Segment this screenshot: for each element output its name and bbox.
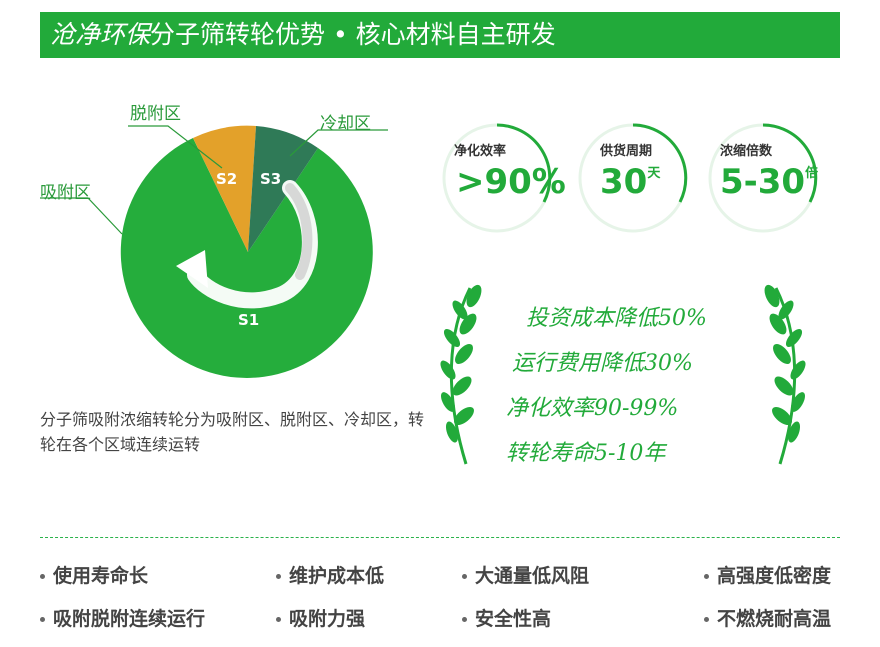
zone-label-desorption: 脱附区	[130, 104, 181, 124]
laurel-left-icon	[440, 284, 482, 465]
diagram-caption: 分子筛吸附浓缩转轮分为吸附区、脱附区、冷却区，转轮在各个区域连续运转	[40, 410, 425, 454]
feature-item: 大通量低风阻	[462, 561, 589, 588]
bullet-icon	[40, 617, 45, 622]
stat-label: 浓缩倍数	[720, 144, 773, 159]
stat-ring	[578, 123, 688, 233]
stat-delivery: 供货周期 30天	[578, 123, 688, 233]
benefit-investment: 投资成本降低50%	[526, 306, 707, 331]
arrow-head	[176, 250, 208, 288]
segment-s3-label: S3	[260, 170, 282, 188]
feature-item: 高强度低密度	[704, 561, 831, 588]
stat-label: 净化效率	[454, 144, 507, 159]
bullet-icon	[40, 574, 45, 579]
feature-item: 安全性高	[462, 604, 551, 631]
feature-item: 使用寿命长	[40, 561, 148, 588]
laurel-right-icon	[764, 284, 806, 465]
section-divider	[40, 537, 840, 538]
stat-value: 5-30倍	[720, 162, 819, 202]
feature-item: 不燃烧耐高温	[704, 604, 831, 631]
rotor-pie	[40, 125, 388, 378]
zone-label-cooling: 冷却区	[320, 114, 371, 134]
benefit-lifespan: 转轮寿命5-10年	[506, 441, 666, 466]
stat-ring	[708, 123, 818, 233]
bullet-icon	[462, 617, 467, 622]
stat-value: 30天	[600, 162, 661, 202]
zone-label-adsorption: 吸附区	[40, 183, 91, 203]
bullet-icon	[704, 574, 709, 579]
bullet-icon	[462, 574, 467, 579]
stat-concentration: 浓缩倍数 5-30倍	[708, 123, 819, 233]
header-banner: 沧净环保分子筛转轮优势 • 核心材料自主研发	[40, 12, 840, 58]
feature-item: 吸附脱附连续运行	[40, 604, 205, 631]
stat-label: 供货周期	[600, 144, 653, 159]
page-title: 沧净环保分子筛转轮优势 • 核心材料自主研发	[50, 18, 556, 52]
benefit-efficiency: 净化效率90-99%	[506, 396, 679, 421]
brand-name: 沧净环保	[50, 20, 151, 49]
bullet-icon	[276, 617, 281, 622]
rotor-diagram: 脱附区 冷却区 吸附区 S2 S3 S1	[0, 90, 430, 400]
title-text: 分子筛转轮优势 • 核心材料自主研发	[150, 20, 556, 49]
feature-item: 吸附力强	[276, 604, 365, 631]
segment-s2-label: S2	[216, 170, 238, 188]
feature-item: 维护成本低	[276, 561, 384, 588]
benefit-operation: 运行费用降低30%	[512, 351, 693, 376]
bullet-icon	[704, 617, 709, 622]
stat-ring	[442, 123, 552, 233]
segment-s1-label: S1	[238, 311, 260, 329]
bullet-icon	[276, 574, 281, 579]
segment-s1-shape	[120, 138, 373, 378]
stat-purification: 净化效率 >90%	[442, 123, 566, 233]
stat-value: >90%	[456, 162, 566, 202]
